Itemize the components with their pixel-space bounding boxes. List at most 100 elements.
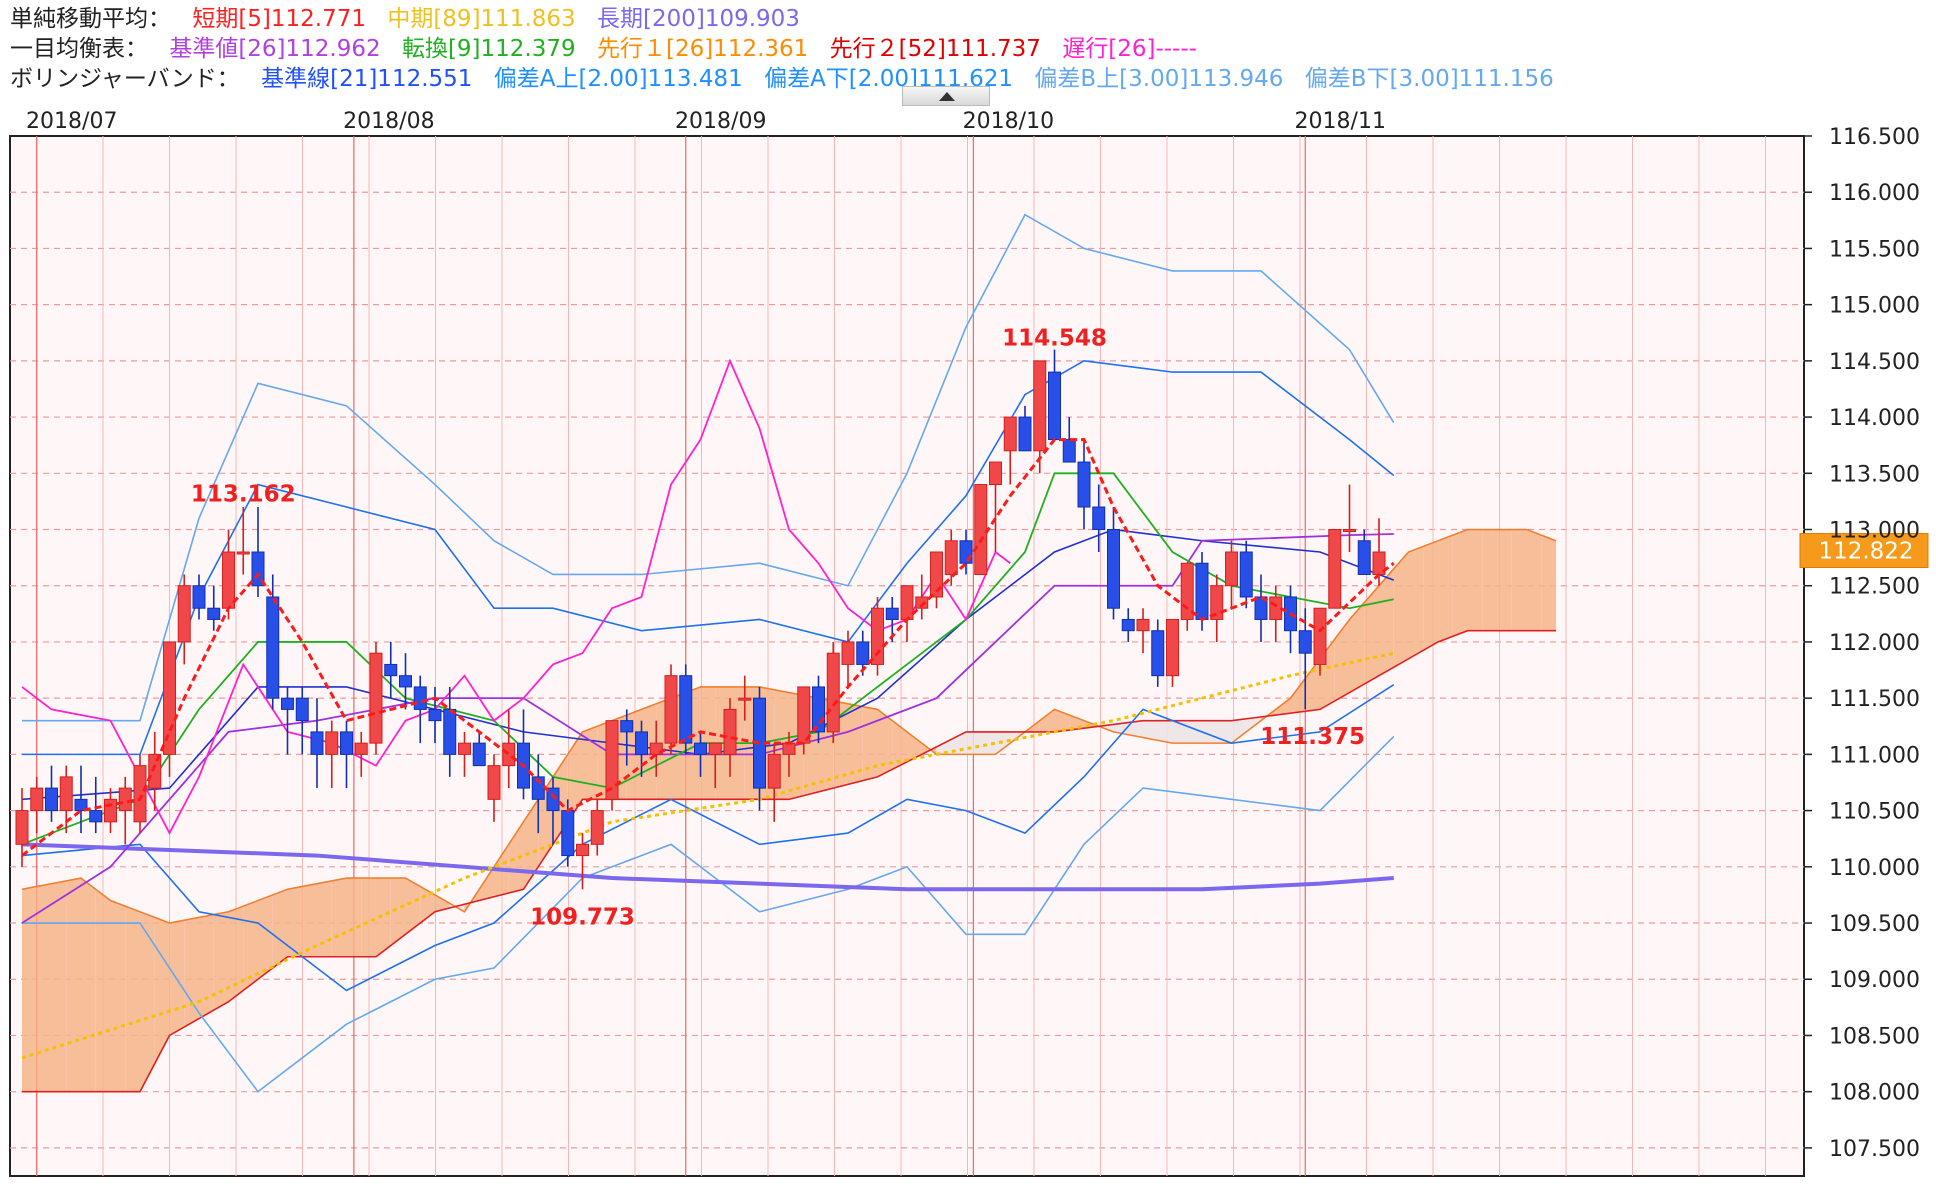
candle-body	[1343, 529, 1356, 533]
indicator-lines	[21, 213, 1395, 1093]
legend-row-bollinger: ボリンジャーバンド： 基準線[21]112.551 偏差A上[2.00]113.…	[10, 64, 1568, 94]
candle-body	[989, 461, 1002, 486]
candle-body	[45, 787, 58, 812]
candle-body	[310, 731, 324, 755]
ichimoku-kijun: 基準値[26]112.962	[169, 36, 381, 62]
candle-body	[635, 731, 648, 755]
ichimoku-senkou2: 先行２[52]111.737	[829, 36, 1041, 62]
cloud-segment	[22, 886, 37, 1092]
y-tick-label: 109.000	[1829, 968, 1920, 993]
cloud-segment	[376, 878, 391, 957]
bb-b-lower-line	[22, 735, 1395, 1093]
candle-body	[177, 585, 191, 643]
cloud-segment	[1349, 602, 1365, 693]
y-tick-label: 108.000	[1829, 1081, 1920, 1106]
sma-label: 単純移動平均：	[10, 6, 171, 32]
sma200-line	[21, 842, 1394, 892]
candle-body	[192, 585, 206, 609]
cloud-segment	[848, 703, 863, 785]
cloud-segment	[892, 720, 907, 770]
cloud-segment	[110, 900, 126, 1092]
cloud-segment	[567, 731, 583, 822]
candle-body	[59, 776, 73, 812]
cloud-segment	[921, 743, 937, 755]
candle-body	[148, 753, 162, 789]
y-tick-label: 110.000	[1829, 856, 1920, 881]
candle-body	[458, 742, 471, 755]
candle-body	[1357, 540, 1371, 575]
collapse-legend-button[interactable]	[902, 86, 990, 106]
cloud-segment	[1511, 529, 1527, 631]
price-annotation: 113.162	[191, 481, 296, 507]
candle-body	[443, 708, 457, 755]
candle-body	[738, 697, 752, 701]
senkou2-line	[22, 629, 1556, 1093]
cloud-segment	[1526, 529, 1542, 631]
cloud-segment	[907, 731, 922, 762]
bb-a-up: 偏差A上[2.00]113.481	[493, 66, 743, 92]
candle-body	[472, 742, 486, 767]
cloud-segment	[966, 731, 981, 755]
ichimoku-senkou1: 先行１[26]112.361	[596, 36, 809, 62]
cloud-segment	[1438, 535, 1453, 642]
sma-mid: 中期[89]111.863	[387, 6, 576, 32]
candle-body	[797, 686, 811, 744]
x-axis: 2018/07 2018/08 2018/09 2018/10 2018/11	[26, 109, 1386, 134]
candle-body	[590, 810, 604, 845]
candle-body	[974, 484, 988, 575]
current-price-label: 112.822	[1818, 539, 1913, 565]
cloud-segment	[1408, 546, 1424, 659]
candle-body	[1033, 360, 1047, 452]
candle-body	[1313, 607, 1327, 665]
cloud-segment	[1216, 720, 1232, 744]
candle-body	[900, 585, 914, 620]
candle-body	[1048, 371, 1061, 441]
cloud-segment	[1305, 658, 1320, 712]
y-tick-label: 116.000	[1829, 181, 1920, 206]
cloud-segment	[405, 878, 421, 935]
y-axis: 107.500 108.000 108.500 109.000 109.500 110.0…	[1804, 125, 1920, 1162]
candlesticks	[15, 349, 1395, 890]
cloud-segment	[390, 878, 406, 946]
y-tick-label: 108.500	[1829, 1024, 1920, 1049]
candle-body	[812, 686, 825, 733]
candle-body	[1239, 551, 1253, 598]
bb-b-upper-line	[22, 213, 1395, 722]
cloud-segment	[1172, 720, 1188, 744]
candle-body	[281, 697, 294, 710]
cloud-segment	[877, 709, 893, 777]
candle-body	[89, 810, 103, 823]
candle-body	[133, 765, 147, 823]
y-tick-label: 116.500	[1829, 125, 1920, 150]
ichimoku-chikou: 遅行[26]-----	[1062, 36, 1197, 62]
y-tick-label: 110.500	[1829, 800, 1920, 825]
bb-a-lower-line	[21, 683, 1395, 992]
candle-body	[620, 720, 634, 733]
candle-body	[266, 596, 280, 699]
legend-row-sma: 単純移動平均： 短期[5]112.771 中期[89]111.863 長期[20…	[10, 4, 1568, 34]
cloud-segment	[331, 878, 347, 957]
candle-body	[546, 787, 560, 812]
cloud-segment	[980, 731, 996, 755]
cloud-segment	[95, 889, 111, 1092]
candle-body	[1328, 529, 1342, 609]
candle-body	[679, 675, 693, 744]
candle-body	[325, 731, 339, 755]
cloud-segment	[258, 894, 273, 980]
candle-body	[561, 810, 575, 857]
cloud-segment	[81, 878, 96, 1092]
candle-body	[207, 607, 221, 620]
candle-body	[1195, 562, 1209, 620]
price-annotations: 113.162 114.548 109.773 111.375 112.822	[191, 325, 1929, 930]
candle-body	[649, 742, 663, 755]
candle-body	[1225, 551, 1238, 587]
candle-body	[1269, 596, 1283, 620]
candle-body	[1166, 618, 1179, 677]
candle-body	[1018, 416, 1032, 452]
candle-body	[413, 686, 427, 710]
y-tick-label: 115.000	[1829, 294, 1920, 319]
sma5-line	[21, 438, 1395, 857]
candle-body	[222, 551, 235, 609]
candle-body	[841, 641, 855, 665]
candle-body	[1107, 529, 1120, 609]
